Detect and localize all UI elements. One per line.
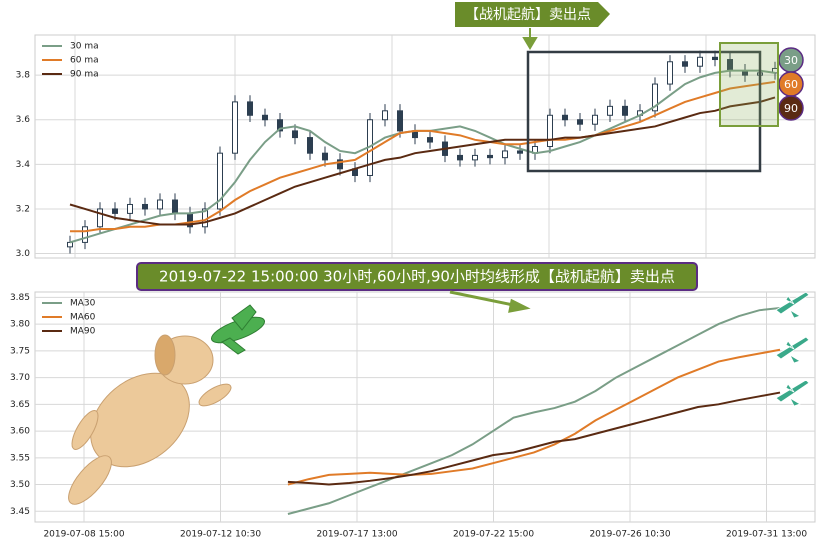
candle-body — [337, 159, 343, 170]
candle-body — [67, 241, 73, 248]
pointer-arrow — [449, 290, 531, 313]
top-plot-area — [34, 34, 816, 259]
legend-label: MA90 — [70, 327, 96, 337]
candle-body — [607, 105, 613, 116]
candle-body — [172, 199, 178, 214]
ma-line — [70, 80, 776, 233]
candle-body — [307, 137, 313, 154]
legend-label: 60 ma — [70, 56, 99, 66]
top-banner-text: 【战机起航】卖出点 — [465, 7, 591, 23]
y-tick-label: 3.80 — [10, 320, 30, 330]
candle-body — [682, 61, 688, 67]
candle-body — [472, 154, 478, 161]
y-tick-label: 3.4 — [16, 160, 31, 170]
x-tick-label: 2019-07-12 10:30 — [180, 530, 261, 540]
y-tick-label: 3.45 — [10, 507, 30, 517]
candle-body — [127, 203, 133, 214]
y-tick-label: 3.6 — [16, 115, 31, 125]
candle-body — [577, 119, 583, 125]
y-tick-label: 3.70 — [10, 373, 30, 383]
candle-body — [667, 61, 673, 85]
x-tick-label: 2019-07-17 13:00 — [316, 530, 397, 540]
y-tick-label: 3.55 — [10, 453, 30, 463]
end-marker-label: 30 — [784, 54, 798, 67]
candle-body — [697, 56, 703, 67]
legend-label: MA60 — [70, 313, 96, 323]
end-marker-label: 60 — [784, 78, 798, 91]
x-tick-label: 2019-07-31 13:00 — [726, 530, 807, 540]
middle-banner-text: 2019-07-22 15:00:00 30小时,60小时,90小时均线形成【战… — [159, 268, 675, 286]
end-marker-label: 90 — [784, 102, 798, 115]
legend-label: MA30 — [70, 299, 96, 309]
highlight-box — [526, 50, 762, 173]
ma-line — [69, 96, 776, 226]
candle-body — [292, 130, 298, 139]
candle-body — [247, 101, 253, 116]
ma-line — [287, 348, 781, 486]
candle-body — [547, 114, 553, 147]
candle-body — [427, 137, 433, 143]
candle-body — [232, 101, 238, 154]
ma-line — [287, 307, 781, 515]
candle-body — [142, 203, 148, 210]
candle-body — [157, 199, 163, 210]
candle-body — [112, 208, 118, 214]
dog-illustration — [68, 334, 232, 505]
candle-body — [652, 83, 658, 112]
candle-body — [217, 152, 223, 210]
candle-body — [397, 110, 403, 132]
candle-body — [517, 150, 523, 154]
candle-body — [82, 226, 88, 243]
x-tick-label: 2019-07-08 15:00 — [43, 530, 124, 540]
candle-body — [262, 114, 268, 121]
y-tick-label: 3.2 — [16, 204, 30, 214]
candle-body — [502, 150, 508, 159]
candle-body — [322, 152, 328, 161]
y-tick-label: 3.65 — [10, 400, 30, 410]
candle-body — [562, 114, 568, 121]
candle-body — [277, 119, 283, 132]
y-tick-label: 3.85 — [10, 293, 30, 303]
candle-body — [382, 110, 388, 121]
candle-body — [712, 56, 718, 61]
candle-body — [592, 114, 598, 125]
candle-body — [457, 154, 463, 161]
plane-illustration — [211, 304, 265, 355]
candle-body — [487, 154, 493, 159]
y-tick-label: 3.0 — [16, 249, 31, 259]
legend-label: 90 ma — [70, 70, 99, 80]
x-tick-label: 2019-07-26 10:30 — [589, 530, 670, 540]
y-tick-label: 3.75 — [10, 346, 30, 356]
down-arrow — [522, 28, 538, 50]
candle-body — [622, 105, 628, 116]
middle-banner — [136, 262, 698, 291]
y-tick-label: 3.60 — [10, 427, 30, 437]
y-tick-label: 3.50 — [10, 480, 30, 490]
x-tick-label: 2019-07-22 15:00 — [453, 530, 534, 540]
signal-box — [719, 42, 779, 127]
ma-line — [287, 391, 781, 486]
small-planes — [775, 291, 810, 407]
candle-body — [97, 208, 103, 228]
y-tick-label: 3.8 — [16, 71, 31, 81]
top-banner — [455, 2, 610, 27]
legend-label: 30 ma — [70, 42, 99, 52]
